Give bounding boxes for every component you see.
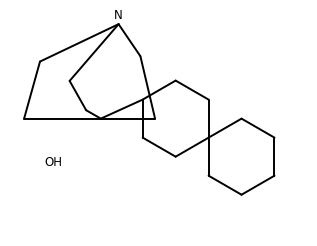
Text: N: N [114,9,123,22]
Text: OH: OH [45,156,63,169]
